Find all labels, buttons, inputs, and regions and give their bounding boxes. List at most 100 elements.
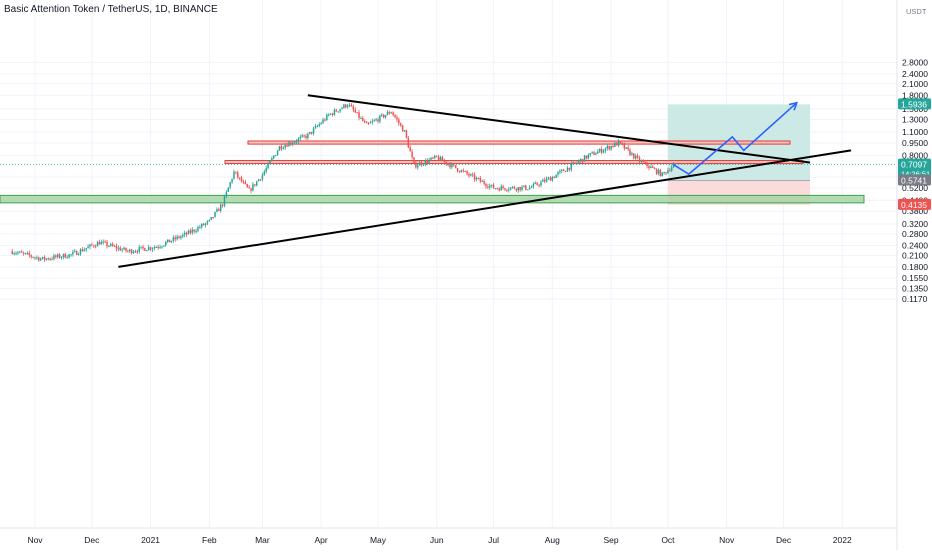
date-tick-label: Mar (255, 535, 270, 545)
candle-body (398, 119, 400, 124)
projection-path[interactable] (673, 102, 798, 176)
candle-body (517, 187, 519, 191)
candle-body (201, 223, 203, 228)
candle-body (271, 158, 273, 161)
candle-body (640, 160, 643, 162)
candle-body (250, 188, 252, 191)
candle-body (561, 169, 563, 171)
candle-body (28, 252, 31, 256)
candle-body (187, 230, 190, 235)
candle-body (367, 123, 370, 125)
candle-body (580, 159, 582, 161)
candle-body (309, 131, 311, 134)
candle-body (502, 186, 504, 189)
candle-body (108, 245, 110, 247)
candle-body (494, 188, 497, 190)
candle-body (394, 115, 396, 118)
candle-body (85, 248, 87, 250)
candle-body (72, 251, 74, 255)
candle-body (337, 111, 339, 113)
candle-body (547, 177, 550, 179)
candle-body (403, 130, 406, 132)
candle-body (60, 257, 63, 259)
candle-body (352, 106, 355, 110)
support-zone[interactable] (0, 194, 865, 204)
candle-body (166, 239, 169, 243)
candle-body (610, 145, 612, 150)
candle-body (471, 174, 474, 176)
candle-body (326, 114, 328, 121)
candle-body (92, 245, 95, 247)
candle-body (360, 117, 362, 119)
candle-body (206, 221, 209, 224)
candle-body (655, 168, 658, 174)
candle-body (320, 123, 322, 125)
candle-body (350, 104, 353, 107)
candle-body (413, 157, 415, 164)
candle-body (316, 125, 319, 127)
candle-body (417, 165, 419, 168)
candle-body (646, 162, 648, 167)
candle-body (341, 107, 343, 110)
candle-body (231, 178, 233, 183)
candle-body (329, 113, 332, 115)
candle-body (20, 251, 23, 253)
candle-body (212, 216, 214, 218)
candle-body (443, 160, 446, 162)
candle-body (257, 179, 260, 182)
candle-body (483, 181, 485, 185)
candle-body (238, 177, 241, 179)
candle-body (119, 247, 122, 251)
candle-body (267, 163, 269, 168)
candle-body (89, 244, 91, 247)
candle-body (513, 186, 516, 189)
resistance-zone[interactable] (224, 160, 804, 165)
projection-arrowhead (788, 101, 799, 111)
candle-body (43, 256, 46, 260)
candle-body (663, 172, 665, 174)
candle-body (515, 188, 518, 191)
candle-body (183, 232, 186, 235)
price-tick-label: 0.9500 (902, 138, 928, 148)
candle-body (439, 157, 442, 161)
candle-body (593, 152, 595, 155)
candle-body (56, 254, 59, 257)
candle-body (534, 182, 537, 184)
candle-body (208, 219, 211, 222)
candle-body (322, 119, 324, 124)
candle-body (581, 159, 584, 162)
candle-body (58, 254, 61, 258)
upper-trendline[interactable] (307, 94, 811, 164)
lower-trendline[interactable] (118, 149, 852, 268)
chart-title: Basic Attention Token / TetherUS, 1D, BI… (4, 4, 218, 15)
date-tick-label: Feb (202, 535, 217, 545)
candle-body (244, 181, 247, 185)
candle-body (669, 170, 671, 172)
candle-body (462, 170, 465, 172)
candle-body (519, 187, 521, 191)
candle-body (176, 236, 178, 240)
candle-body (199, 227, 201, 229)
candle-body (111, 243, 114, 246)
candle-body (265, 167, 267, 172)
candle-body (297, 138, 300, 142)
candle-body (324, 119, 326, 121)
candle-body (343, 104, 345, 108)
candle-body (648, 166, 650, 169)
candle-body (540, 181, 542, 186)
candle-body (451, 163, 453, 168)
candle-body (47, 258, 50, 260)
candle-body (354, 109, 357, 113)
current-price-badge-label: 0.7097 (901, 160, 927, 170)
candle-body (216, 209, 218, 212)
candle-body (144, 248, 146, 251)
candle-body (225, 191, 228, 197)
candle-body (210, 216, 212, 220)
candle-body (551, 177, 554, 181)
candle-body (532, 183, 535, 187)
candle-body (399, 123, 402, 126)
candle-body (479, 178, 482, 182)
resistance-zone[interactable] (247, 140, 791, 145)
